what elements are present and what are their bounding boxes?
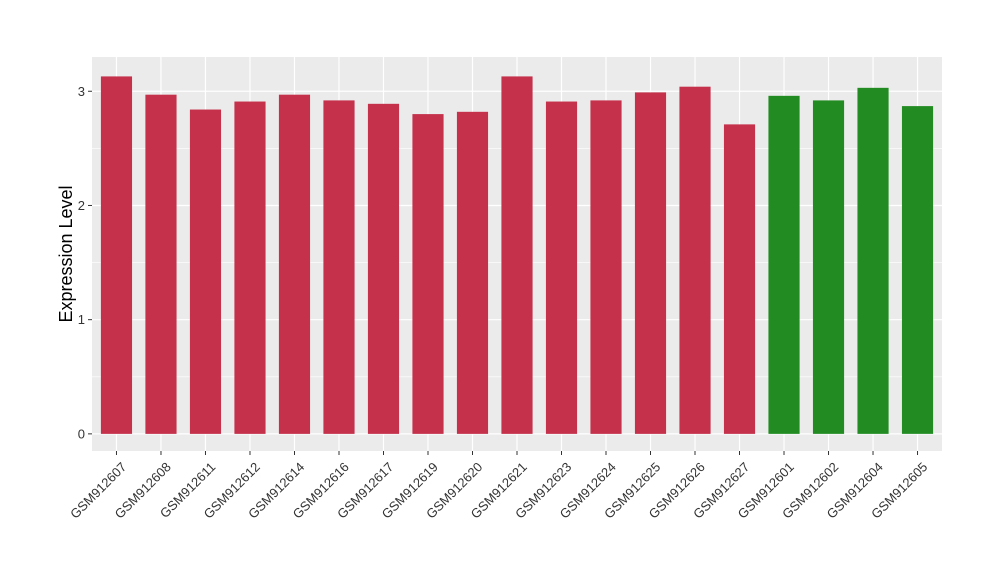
x-axis: GSM912607GSM912608GSM912611GSM912612GSM9… [67, 451, 930, 522]
bar-GSM912602 [812, 100, 845, 434]
y-tick-label: 0 [78, 426, 85, 441]
bar-GSM912626 [679, 86, 711, 434]
bar-GSM912619 [412, 114, 444, 434]
bar-GSM912607 [100, 76, 133, 434]
bar-GSM912616 [323, 100, 355, 434]
y-tick-label: 3 [78, 84, 85, 99]
bar-GSM912627 [723, 124, 756, 434]
bar-GSM912601 [768, 95, 800, 434]
bar-GSM912608 [145, 94, 177, 434]
bar-GSM912604 [857, 87, 889, 434]
bar-GSM912605 [901, 106, 934, 434]
bar-GSM912612 [234, 101, 266, 434]
bar-GSM912623 [545, 101, 578, 434]
bar-GSM912620 [456, 111, 489, 434]
bar-GSM912614 [278, 94, 311, 434]
bar-GSM912621 [501, 76, 533, 434]
bar-GSM912611 [189, 109, 222, 434]
bar-GSM912625 [634, 92, 667, 434]
y-tick-label: 2 [78, 198, 85, 213]
y-axis-title: Expression Level [56, 185, 76, 322]
bar-GSM912624 [590, 100, 622, 434]
y-axis: 0 1 2 3 [78, 84, 92, 441]
y-tick-label: 1 [78, 312, 85, 327]
bars [100, 76, 934, 434]
bar-GSM912617 [367, 103, 400, 434]
